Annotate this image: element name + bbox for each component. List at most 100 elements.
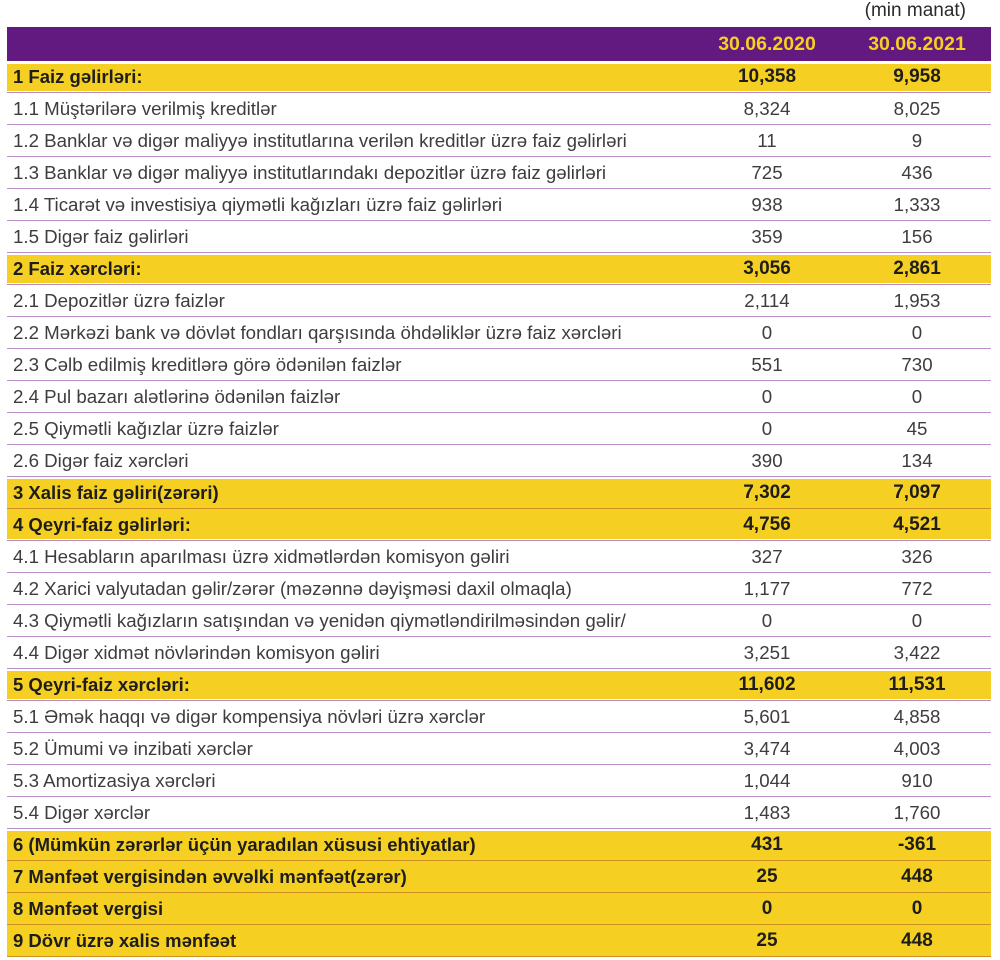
value-2020: 390 <box>751 449 783 471</box>
value-2021: 326 <box>901 545 933 567</box>
section-row: 1 Faiz gəlirləri: 10,358 9,958 <box>7 61 991 93</box>
row-label: 2.5 Qiymətli kağızlar üzrə faizlər <box>13 417 279 439</box>
row-label: 2.2 Mərkəzi bank və dövlət fondları qarş… <box>13 321 622 343</box>
value-2020: 3,474 <box>743 737 791 759</box>
section-row: 4 Qeyri-faiz gəlirləri: 4,756 4,521 <box>7 509 991 541</box>
value-2021: 910 <box>901 769 933 791</box>
row-label: 4 Qeyri-faiz gəlirləri: <box>13 513 191 535</box>
row-label: 5.4 Digər xərclər <box>13 801 151 823</box>
income-statement-table: 30.06.2020 30.06.2021 1 Faiz gəlirləri: 1… <box>7 27 991 957</box>
row-label: 5.3 Amortizasiya xərcləri <box>13 769 216 791</box>
value-2020: 7,302 <box>743 481 791 503</box>
row-label: 8 Mənfəət vergisi <box>13 897 164 919</box>
item-row: 5.1 Əmək haqqı və digər kompensiya növlə… <box>7 701 991 733</box>
item-row: 2.4 Pul bazarı alətlərinə ödənilən faizl… <box>7 381 991 413</box>
item-row: 1.3 Banklar və digər maliyyə institutlar… <box>7 157 991 189</box>
value-2020: 2,114 <box>744 289 790 311</box>
value-2021: 9 <box>911 129 923 151</box>
row-label: 7 Mənfəət vergisindən əvvəlki mənfəət(zə… <box>13 865 407 887</box>
value-2020: 551 <box>751 353 783 375</box>
row-label: 6 (Mümkün zərərlər üçün yaradılan xüsusi… <box>13 833 476 855</box>
value-2020: 725 <box>751 161 783 183</box>
value-2021: 7,097 <box>893 481 941 503</box>
item-row: 5.4 Digər xərclər 1,483 1,760 <box>7 797 991 829</box>
row-label: 5.1 Əmək haqqı və digər kompensiya növlə… <box>13 705 486 727</box>
column-header-2020: 30.06.2020 <box>718 32 816 55</box>
value-2020: 11,602 <box>738 673 796 695</box>
value-2021: 436 <box>901 161 933 183</box>
value-2020: 3,251 <box>743 641 791 663</box>
value-2021: 11,531 <box>888 673 946 695</box>
value-2021: 156 <box>901 225 933 247</box>
row-label: 2 Faiz xərcləri: <box>13 257 142 279</box>
item-row: 2.5 Qiymətli kağızlar üzrə faizlər 0 45 <box>7 413 991 445</box>
value-2021: 4,858 <box>893 705 941 727</box>
section-row: 2 Faiz xərcləri: 3,056 2,861 <box>7 253 991 285</box>
item-row: 2.1 Depozitlər üzrə faizlər 2,114 1,953 <box>7 285 991 317</box>
value-2021: 1,333 <box>893 193 941 215</box>
item-row: 5.3 Amortizasiya xərcləri 1,044 910 <box>7 765 991 797</box>
value-2021: 2,861 <box>893 257 941 279</box>
value-2020: 0 <box>761 385 773 407</box>
value-2020: 11 <box>757 129 777 151</box>
section-highlight-band <box>7 64 991 91</box>
item-row: 1.4 Ticarət və investisiya qiymətli kağı… <box>7 189 991 221</box>
section-row: 7 Mənfəət vergisindən əvvəlki mənfəət(zə… <box>7 861 991 893</box>
value-2021: 448 <box>901 929 933 951</box>
section-highlight-band <box>7 893 991 924</box>
item-row: 4.4 Digər xidmət növlərindən komisyon gə… <box>7 637 991 669</box>
row-label: 4.3 Qiymətli kağızların satışından və ye… <box>13 609 626 631</box>
value-2021: 0 <box>911 385 923 407</box>
value-2021: 3,422 <box>893 641 941 663</box>
value-2020: 0 <box>761 321 773 343</box>
item-row: 1.2 Banklar və digər maliyyə institutlar… <box>7 125 991 157</box>
value-2020: 25 <box>756 929 778 951</box>
section-highlight-band <box>7 671 991 699</box>
row-label: 1.2 Banklar və digər maliyyə institutlar… <box>13 129 627 151</box>
value-2020: 0 <box>761 417 773 439</box>
value-2021: 134 <box>901 449 933 471</box>
row-label: 2.1 Depozitlər üzrə faizlər <box>13 289 225 311</box>
row-label: 2.6 Digər faiz xərcləri <box>13 449 189 471</box>
value-2020: 938 <box>751 193 783 215</box>
value-2021: -361 <box>897 833 937 855</box>
section-row: 3 Xalis faiz gəliri(zərəri) 7,302 7,097 <box>7 477 991 509</box>
value-2021: 1,760 <box>893 801 941 823</box>
value-2021: 772 <box>901 577 933 599</box>
item-row: 4.3 Qiymətli kağızların satışından və ye… <box>7 605 991 637</box>
value-2020: 1,483 <box>743 801 791 823</box>
value-2021: 0 <box>911 897 923 919</box>
value-2020: 1,044 <box>743 769 791 791</box>
value-2020: 5,601 <box>743 705 791 727</box>
unit-note: (min manat) <box>864 0 966 21</box>
row-label: 1 Faiz gəlirləri: <box>13 65 143 87</box>
row-label: 4.2 Xarici valyutadan gəlir/zərər (məzən… <box>13 577 572 599</box>
value-2021: 9,958 <box>893 65 941 87</box>
item-row: 2.6 Digər faiz xərcləri 390 134 <box>7 445 991 477</box>
table-header-row: 30.06.2020 30.06.2021 <box>7 27 991 61</box>
section-row: 8 Mənfəət vergisi 0 0 <box>7 893 991 925</box>
value-2020: 359 <box>751 225 783 247</box>
value-2020: 0 <box>761 897 773 919</box>
section-highlight-band <box>7 831 991 860</box>
row-label: 4.1 Hesabların aparılması üzrə xidmətlər… <box>13 545 510 567</box>
row-label: 5.2 Ümumi və inzibati xərclər <box>13 737 253 759</box>
row-label: 1.1 Müştərilərə verilmiş kreditlər <box>13 97 277 119</box>
value-2020: 8,324 <box>743 97 791 119</box>
item-row: 1.1 Müştərilərə verilmiş kreditlər 8,324 8… <box>7 93 991 125</box>
row-label: 5 Qeyri-faiz xərcləri: <box>13 673 190 695</box>
value-2021: 0 <box>911 321 923 343</box>
value-2020: 0 <box>761 609 773 631</box>
value-2021: 730 <box>901 353 933 375</box>
section-highlight-band <box>7 509 991 539</box>
value-2020: 431 <box>751 833 783 855</box>
value-2021: 448 <box>901 865 933 887</box>
row-label: 4.4 Digər xidmət növlərindən komisyon gə… <box>13 641 380 663</box>
value-2020: 4,756 <box>743 513 791 535</box>
row-label: 2.3 Cəlb edilmiş kreditlərə görə ödənilə… <box>13 353 402 375</box>
item-row: 1.5 Digər faiz gəlirləri 359 156 <box>7 221 991 253</box>
value-2021: 8,025 <box>893 97 941 119</box>
item-row: 5.2 Ümumi və inzibati xərclər 3,474 4,003 <box>7 733 991 765</box>
table-body: 1 Faiz gəlirləri: 10,358 9,958 1.1 Müştəril… <box>7 61 991 957</box>
row-label: 2.4 Pul bazarı alətlərinə ödənilən faizl… <box>13 385 341 407</box>
